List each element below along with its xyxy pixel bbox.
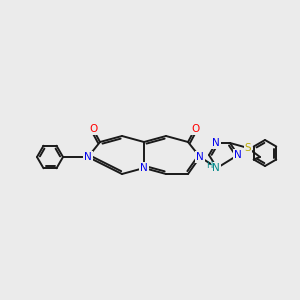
Text: N: N <box>234 150 242 160</box>
Text: N: N <box>212 138 220 148</box>
Text: O: O <box>191 124 199 134</box>
Text: H: H <box>206 160 212 169</box>
Text: N: N <box>140 163 148 173</box>
Text: N: N <box>212 163 220 173</box>
Text: N: N <box>84 152 92 162</box>
Text: S: S <box>245 143 251 153</box>
Text: N: N <box>196 152 204 162</box>
Text: O: O <box>89 124 97 134</box>
